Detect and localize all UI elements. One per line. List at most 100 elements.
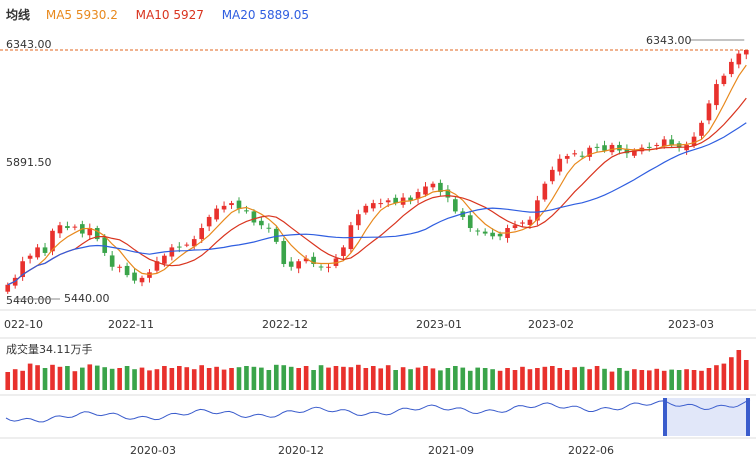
ma20-line <box>7 122 747 286</box>
volume-bar <box>676 370 682 390</box>
candle-body <box>385 200 391 203</box>
volume-bar <box>147 370 152 390</box>
candle-body <box>699 122 704 136</box>
volume-bar <box>191 369 197 390</box>
volume-bar <box>453 366 458 390</box>
candle-body <box>72 226 78 228</box>
candle-body <box>341 247 346 256</box>
volume-bar <box>109 368 115 390</box>
candle-body <box>318 266 324 268</box>
volume-bar <box>206 368 212 390</box>
candle-body <box>535 200 540 221</box>
volume-bar <box>184 367 190 390</box>
volume-bar <box>542 366 548 390</box>
volume-bar <box>102 367 108 390</box>
volume-bar <box>714 365 719 390</box>
legend-ma10[interactable]: MA10 5927 <box>135 8 204 22</box>
volume-bar <box>35 365 40 390</box>
volume-bar <box>736 350 742 390</box>
volume-bar <box>333 366 339 390</box>
volume-bar <box>363 368 369 390</box>
volume-bar <box>632 369 637 390</box>
candle-body <box>206 216 212 227</box>
candle-body <box>102 237 108 253</box>
volume-bar <box>594 366 600 390</box>
volume-bar <box>430 368 436 390</box>
nav-tick-label: 2022-06 <box>568 444 614 457</box>
volume-bar <box>579 366 585 390</box>
volume-bar <box>132 369 137 390</box>
candle-body <box>453 199 458 212</box>
x-tick-label: 2023-01 <box>416 318 462 331</box>
volume-bar <box>370 366 376 390</box>
volume-bar <box>296 368 301 390</box>
candle-body <box>266 227 272 229</box>
candle-body <box>430 183 436 188</box>
volume-label: 成交量34.11万手 <box>6 343 93 356</box>
candle-body <box>27 255 33 259</box>
candle-body <box>5 284 11 292</box>
candle-body <box>229 203 234 206</box>
volume-bar <box>460 367 466 390</box>
candle-body <box>557 158 563 172</box>
x-tick-label: 2023-02 <box>528 318 574 331</box>
x-tick-label: 2022-11 <box>108 318 154 331</box>
volume-bar <box>169 368 175 390</box>
volume-bar <box>303 366 309 390</box>
volume-bar <box>356 364 361 390</box>
candle-body <box>736 53 742 65</box>
candle-body <box>721 75 727 85</box>
legend: 均线 MA5 5930.2 MA10 5927 MA20 5889.05 <box>6 6 323 23</box>
candle-body <box>244 210 249 212</box>
volume-bar <box>281 365 287 390</box>
legend-ma20[interactable]: MA20 5889.05 <box>221 8 309 22</box>
candle-body <box>236 200 242 209</box>
candle-body <box>333 258 339 266</box>
candle-body <box>281 241 287 265</box>
candle-body <box>438 182 443 193</box>
legend-ma5[interactable]: MA5 5930.2 <box>45 8 118 22</box>
volume-bar <box>80 367 85 390</box>
volume-bar <box>475 367 481 390</box>
candle-body <box>467 215 473 229</box>
candle-body <box>363 205 369 213</box>
volume-bar <box>139 367 145 390</box>
volume-bar <box>251 366 257 390</box>
candle-body <box>57 225 63 234</box>
candle-body <box>169 247 175 257</box>
candle-body <box>20 261 25 278</box>
candle-body <box>587 147 592 157</box>
candle-body <box>624 148 630 154</box>
x-tick-label: 2022-12 <box>262 318 308 331</box>
price-axis-mid: 5891.50 <box>6 156 52 169</box>
volume-bar <box>423 366 428 390</box>
volume-bar <box>415 367 421 390</box>
volume-bar <box>609 371 615 390</box>
volume-bar <box>57 366 63 390</box>
candle-body <box>221 205 227 210</box>
candle-body <box>661 139 667 147</box>
candle-body <box>609 144 615 153</box>
volume-bar <box>482 368 488 390</box>
candle-body <box>632 150 637 156</box>
price-axis-top: 6343.00 <box>6 38 52 51</box>
volume-bar <box>244 366 249 390</box>
volume-bar <box>311 370 316 390</box>
volume-bar <box>661 370 667 390</box>
candle-body <box>393 197 398 204</box>
volume-bar <box>527 369 533 390</box>
candle-body <box>743 50 749 55</box>
volume-bar <box>549 366 555 390</box>
nav-tick-label: 2021-09 <box>428 444 474 457</box>
navigator-handle-right <box>746 398 750 436</box>
volume-bar <box>617 368 622 390</box>
volume-bar <box>438 370 443 390</box>
volume-bar <box>743 360 749 390</box>
volume-bar <box>602 368 607 390</box>
candle-body <box>296 261 301 269</box>
volume-bar <box>400 367 406 390</box>
volume-bar <box>490 369 495 390</box>
candle-body <box>669 139 674 145</box>
candle-body <box>729 61 734 75</box>
